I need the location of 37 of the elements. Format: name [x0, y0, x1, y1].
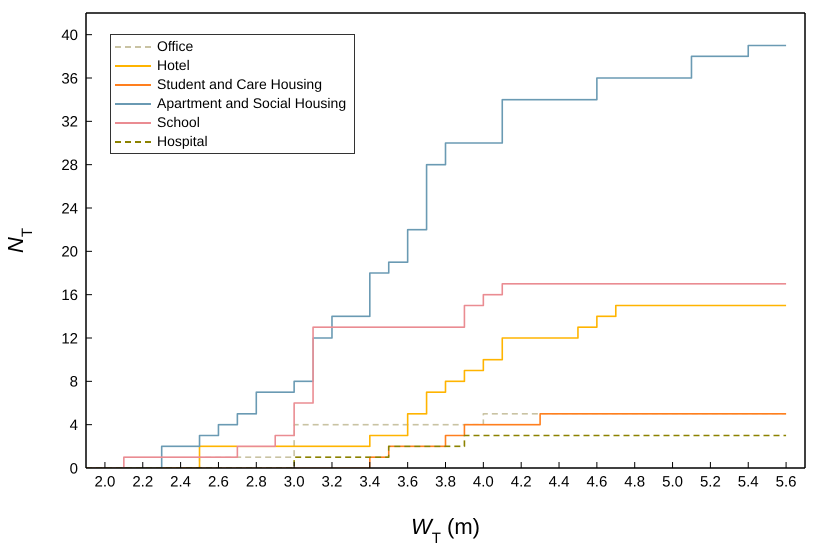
- x-tick-label: 3.4: [359, 474, 380, 491]
- y-tick-label: 24: [61, 200, 78, 218]
- x-tick-label: 4.8: [624, 474, 646, 491]
- x-tick-label: 4.2: [510, 474, 532, 491]
- legend-label: Student and Care Housing: [157, 75, 322, 94]
- x-tick-label: 3.6: [397, 474, 418, 491]
- legend-label: School: [157, 113, 200, 132]
- y-tick-label: 20: [61, 244, 78, 261]
- x-tick-label: 4.6: [586, 474, 608, 491]
- y-tick-label: 0: [70, 460, 78, 478]
- legend-label: Hotel: [157, 56, 190, 75]
- x-tick-label: 3.8: [435, 474, 456, 491]
- y-tick-label: 12: [61, 330, 78, 348]
- x-tick-label: 3.2: [322, 474, 342, 491]
- x-tick-label: 5.0: [662, 474, 683, 491]
- y-tick-label: 36: [61, 70, 78, 88]
- y-tick-label: 32: [61, 114, 78, 131]
- x-tick-label: 5.4: [738, 474, 759, 491]
- y-tick-label: 16: [61, 286, 78, 304]
- x-tick-label: 4.4: [548, 474, 570, 491]
- x-tick-label: 5.2: [700, 474, 721, 491]
- x-tick-label: 3.0: [284, 474, 305, 491]
- x-tick-label: 2.2: [132, 474, 154, 491]
- y-tick-label: 28: [61, 156, 78, 174]
- legend-label: Apartment and Social Housing: [157, 94, 346, 113]
- y-tick-label: 8: [70, 374, 78, 391]
- y-tick-label: 40: [61, 26, 78, 44]
- x-tick-label: 4.0: [472, 474, 494, 491]
- x-tick-label: 5.6: [776, 474, 797, 491]
- x-axis-title: W$_{T}$ (m): [410, 514, 480, 546]
- x-tick-label: 2.4: [170, 474, 192, 491]
- legend-label: Office: [157, 37, 194, 56]
- y-tick-label: 4: [70, 416, 78, 434]
- legend-label: Hospital: [157, 132, 208, 151]
- x-tick-label: 2.0: [94, 474, 116, 491]
- x-tick-label: 2.8: [246, 474, 267, 491]
- x-tick-label: 2.6: [208, 474, 229, 491]
